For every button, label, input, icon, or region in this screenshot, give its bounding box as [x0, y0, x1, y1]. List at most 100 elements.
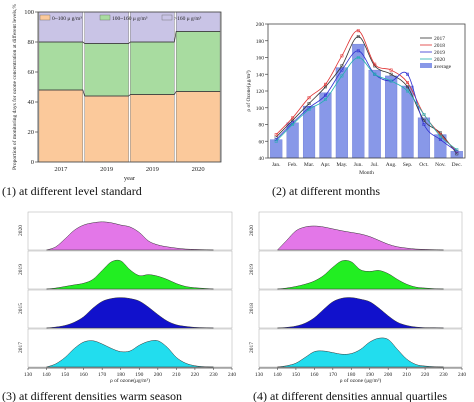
data-point — [406, 81, 409, 85]
x-axis-label: year — [124, 175, 136, 182]
legend-label: 2018 — [434, 43, 445, 49]
y-tick-label: 80 — [259, 123, 265, 129]
data-point — [307, 96, 311, 100]
x-tick-label: 210 — [403, 372, 412, 378]
panel-2-caption: (2) at different months — [272, 184, 380, 198]
x-tick-label: Aug. — [386, 162, 397, 168]
ridge-area-2017 — [277, 337, 444, 368]
ridge-area-2015 — [46, 297, 214, 329]
y-tick-label: 80 — [28, 39, 35, 46]
data-point — [422, 113, 426, 116]
x-tick-label: 200 — [384, 372, 393, 378]
panel-2-months: 40 60 80 100 120 140 160 180 200 Jan. Feb. Mar. Apr.… — [245, 22, 466, 198]
data-point — [389, 68, 393, 72]
ridge-area-2020 — [46, 221, 214, 251]
x-tick-label: 2019 — [146, 166, 159, 173]
data-point — [274, 139, 278, 143]
y-tick-label: 140 — [256, 72, 265, 78]
plot-frame — [37, 11, 222, 163]
bar-segment-2 — [84, 43, 129, 97]
data-point — [340, 54, 344, 58]
bar-segment-2 — [175, 31, 221, 92]
x-tick-label: 190 — [135, 372, 144, 378]
panel-3-warm-season: 2020 2019 2015 2017 130 140 150 160 170 180 190 200… — [2, 211, 237, 402]
x-tick-label: Apr. — [321, 162, 331, 168]
data-point — [455, 148, 459, 152]
legend-swatch — [420, 63, 432, 68]
data-point — [373, 72, 377, 76]
x-tick-label: Jun. — [354, 162, 364, 168]
x-tick-label: 220 — [191, 372, 200, 378]
x-tick-label: 150 — [292, 372, 301, 378]
x-tick-label: Nov. — [435, 162, 446, 168]
average-bar — [352, 43, 365, 159]
ridge-row-label: 2017 — [249, 342, 255, 353]
x-tick-label: 160 — [80, 372, 89, 378]
x-tick-label: 220 — [421, 372, 430, 378]
data-point — [291, 123, 295, 126]
y-tick-label: 160 — [256, 56, 265, 62]
x-tick-label: 140 — [42, 372, 51, 378]
average-bar — [302, 105, 316, 159]
legend-swatch — [39, 14, 51, 21]
series-boundary-line — [38, 89, 221, 97]
x-tick-label: 240 — [458, 372, 467, 378]
ridge-row-label: 2020 — [18, 225, 24, 236]
x-tick-label: Dec. — [452, 162, 463, 168]
x-tick-label: 2017 — [54, 166, 68, 173]
ridge-area-2018 — [277, 297, 444, 329]
ridge-row-label: 2018 — [249, 303, 255, 314]
y-axis-label: Proportion of monitoring days for ozone … — [11, 4, 18, 170]
data-point — [455, 149, 459, 153]
x-tick-label: Feb. — [288, 162, 298, 168]
x-tick-label: 170 — [329, 372, 338, 378]
x-tick-label: Jan. — [272, 162, 281, 168]
y-tick-label: 120 — [256, 89, 265, 95]
x-tick-label: 130 — [24, 372, 33, 378]
y-tick-label: 60 — [28, 69, 35, 76]
x-tick-label: 2020 — [192, 166, 205, 173]
y-tick-label: 100 — [24, 9, 34, 16]
x-tick-label: May. — [336, 162, 348, 168]
ridge-row-label: 2019 — [18, 264, 24, 275]
legend-label: >160 μ g/m³ — [174, 16, 202, 22]
panel-1-caption: (1) at different level standard — [2, 184, 142, 198]
bar-segment-1 — [38, 89, 84, 163]
data-point — [356, 29, 360, 33]
legend-label: 2017 — [434, 36, 445, 42]
x-axis-label: ρ of ozone(μg/m³) — [110, 377, 150, 384]
ridge-area-2019 — [277, 260, 444, 290]
y-tick-label: 200 — [256, 22, 265, 28]
bar-segment-1 — [130, 94, 175, 163]
data-point — [406, 85, 409, 89]
legend-label: 100~160 μ g/m³ — [112, 16, 148, 22]
data-point — [422, 118, 426, 122]
x-tick-label: Oct. — [419, 162, 429, 168]
data-point — [438, 134, 442, 138]
x-tick-label: Jul. — [371, 162, 379, 168]
data-point — [307, 107, 311, 111]
panel-1-level-standard: 2017 2019 2019 2020 0 20 40 60 80 100 year Proporti… — [2, 4, 222, 198]
data-point — [389, 72, 393, 76]
x-tick-label: 170 — [98, 372, 107, 378]
bar-segment-2 — [130, 41, 175, 95]
legend-label: 2020 — [434, 57, 445, 63]
legend-label: average — [434, 64, 452, 70]
y-tick-label: 180 — [256, 39, 265, 45]
x-tick-label: 180 — [117, 372, 126, 378]
legend-swatch — [161, 14, 173, 21]
data-point — [356, 56, 360, 59]
x-tick-label: 240 — [228, 372, 237, 378]
data-point — [406, 89, 409, 93]
data-point — [356, 49, 360, 53]
data-point — [274, 133, 278, 137]
x-tick-label: 200 — [154, 372, 163, 378]
x-axis-label: ρ of ozone (μg/m³) — [340, 377, 382, 384]
data-point — [324, 97, 327, 101]
x-tick-label: 230 — [439, 372, 448, 378]
y-tick-label: 40 — [28, 99, 35, 106]
x-tick-label: 210 — [172, 372, 181, 378]
y-tick-label: 40 — [259, 156, 265, 162]
x-tick-label: Mar. — [304, 162, 315, 168]
